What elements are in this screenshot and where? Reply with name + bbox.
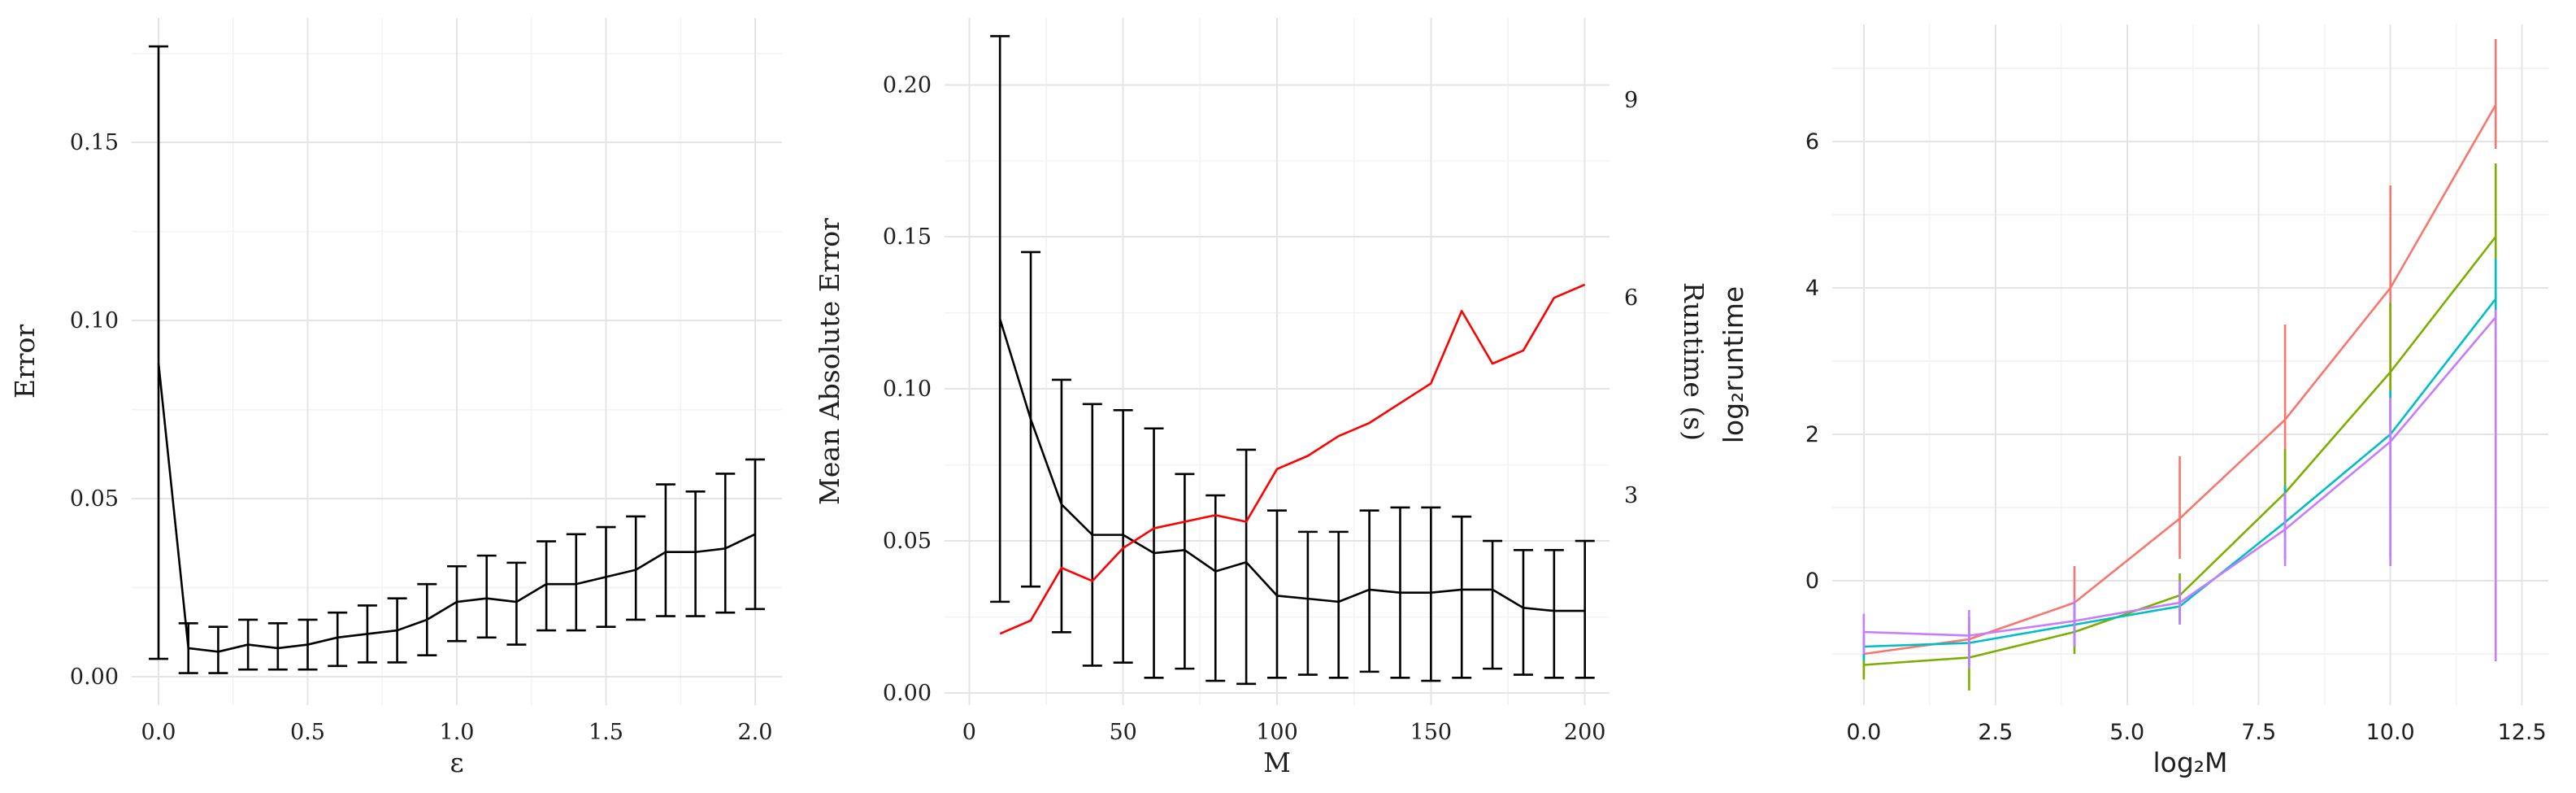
- series-line: [1863, 316, 2497, 637]
- y-tick-label: 0: [1805, 569, 1819, 594]
- axis-tick-labels: 0.0 0.5 1.0 1.5 2.0 0.00 0.05 0.10 0.15: [70, 130, 773, 745]
- x-tick-label: 2.0: [737, 720, 772, 745]
- series-runtime: [999, 283, 1586, 635]
- x-tick-label: 1.0: [440, 720, 475, 745]
- y-axis-label: Error: [9, 325, 41, 399]
- y-tick-label: 6: [1805, 129, 1819, 155]
- y2-tick-label: 9: [1624, 88, 1638, 113]
- y2-axis-label: Runtime (s): [1678, 282, 1709, 441]
- x-tick-label: 0: [962, 720, 976, 745]
- y-tick-label: 0.10: [883, 377, 932, 402]
- y-tick-label: 0.20: [883, 72, 932, 98]
- y-tick-label: 0.00: [883, 681, 932, 706]
- x-axis-label: log₂M: [2152, 747, 2227, 778]
- mae-and-runtime-vs-m-chart: 0 50 100 150 200 0.00 0.05 0.10 0.15 0.20 3 6 9 M Mean…: [805, 0, 1709, 793]
- axis-tick-labels: 0 50 100 150 200 0.00 0.05 0.10 0.15 0.20 3 6 9: [883, 72, 1638, 745]
- x-tick-label: 0.0: [1846, 720, 1881, 745]
- y-tick-label: 0.05: [883, 529, 932, 554]
- y2-tick-label: 3: [1624, 483, 1638, 508]
- x-tick-label: 100: [1256, 720, 1298, 745]
- x-tick-label: 12.5: [2498, 720, 2547, 745]
- series-line: [999, 283, 1586, 635]
- x-tick-label: 0.5: [290, 720, 325, 745]
- x-tick-label: 150: [1410, 720, 1453, 745]
- y-tick-label: 4: [1805, 276, 1819, 301]
- y-axis-label: Mean Absolute Error: [814, 218, 845, 505]
- x-tick-label: 200: [1564, 720, 1606, 745]
- error-vs-epsilon-chart: 0.0 0.5 1.0 1.5 2.0 0.00 0.05 0.10 0.15 ε Error: [0, 0, 805, 793]
- y-tick-label: 0.00: [70, 664, 119, 690]
- series-error: [149, 45, 765, 674]
- error-vs-epsilon-svg: 0.0 0.5 1.0 1.5 2.0 0.00 0.05 0.10 0.15 ε Error: [0, 0, 805, 793]
- mae-and-runtime-vs-m-svg: 0 50 100 150 200 0.00 0.05 0.10 0.15 0.20 3 6 9 M Mean…: [805, 0, 1709, 793]
- x-tick-label: 50: [1109, 720, 1136, 745]
- x-tick-label: 10.0: [2366, 720, 2415, 745]
- axis-tick-labels: 0.0 2.5 5.0 7.5 10.0 12.5 0 2 4 6: [1805, 129, 2547, 745]
- x-tick-label: 2.5: [1978, 720, 2013, 745]
- log2runtime-vs-log2m-svg: 0.0 2.5 5.0 7.5 10.0 12.5 0 2 4 6 log₂M log₂runtime: [1709, 0, 2576, 793]
- x-axis-label: ε: [450, 747, 463, 778]
- y-tick-label: 0.15: [70, 130, 119, 155]
- y-tick-label: 2: [1805, 422, 1819, 447]
- series-line: [998, 318, 1585, 612]
- series-line: [157, 363, 756, 653]
- series-mean-absolute-error: [990, 35, 1595, 686]
- y-tick-label: 0.15: [883, 224, 932, 250]
- y-tick-label: 0.05: [70, 486, 119, 512]
- y-tick-label: 0.10: [70, 308, 119, 333]
- x-tick-label: 5.0: [2109, 720, 2144, 745]
- x-tick-label: 1.5: [589, 720, 623, 745]
- series-line: [1863, 104, 2497, 656]
- log2runtime-vs-log2m-chart: 0.0 2.5 5.0 7.5 10.0 12.5 0 2 4 6 log₂M log₂runtime: [1709, 0, 2576, 793]
- x-axis-label: M: [1263, 747, 1291, 778]
- x-tick-label: 0.0: [141, 720, 176, 745]
- y2-tick-label: 6: [1624, 285, 1638, 311]
- gridlines: [1832, 24, 2548, 705]
- x-tick-label: 7.5: [2241, 720, 2276, 745]
- series-series-purple: [1862, 310, 2497, 669]
- y-axis-label: log₂runtime: [1718, 286, 1749, 444]
